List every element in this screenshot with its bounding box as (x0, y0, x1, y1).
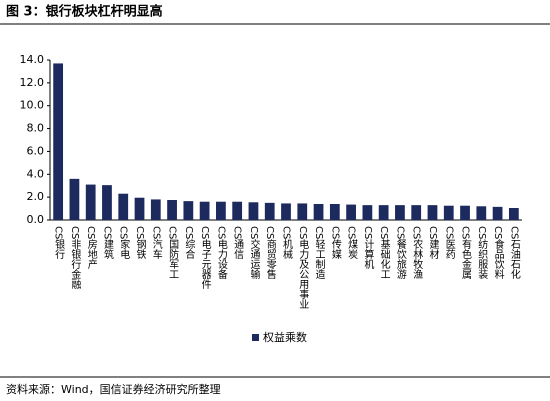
bar (313, 204, 324, 220)
bar (85, 184, 96, 220)
x-tick-label: CS轻工制造 (313, 226, 325, 279)
x-tick-label: CS食品饮料 (492, 226, 504, 280)
bar (53, 63, 64, 220)
bar (329, 204, 340, 220)
x-tick-label: CS国防军工 (167, 226, 179, 279)
x-tick-label: CS建材 (427, 226, 439, 259)
x-tick-label: CS汽车 (150, 226, 162, 260)
chart-title: 图 3：银行板块杠杆明显高 (6, 4, 163, 20)
x-tick-label: CS通信 (232, 226, 244, 260)
y-tick-label: 0.0 (27, 213, 45, 226)
bar (460, 205, 470, 220)
bar (346, 204, 356, 220)
legend-label: 权益乘数 (263, 330, 307, 344)
x-tick-label: CS石油石化 (508, 226, 520, 279)
x-tick-label: CS家电 (118, 226, 130, 259)
bar (216, 201, 226, 220)
bar (69, 178, 80, 220)
y-tick-label: 4.0 (27, 167, 45, 180)
x-tick-label: CS钢铁 (134, 226, 146, 260)
x-tick-label: CS交通运输 (248, 226, 260, 280)
x-tick-label: CS医药 (443, 226, 455, 260)
bar (264, 202, 275, 220)
y-tick-label: 8.0 (27, 122, 45, 135)
x-tick-label: CS计算机 (362, 226, 374, 270)
bar (150, 199, 161, 220)
x-tick-label: CS银行 (53, 226, 65, 260)
x-tick-label: CS纺织服装 (476, 226, 488, 280)
bar (118, 193, 129, 220)
y-tick-label: 6.0 (27, 144, 45, 157)
bar (232, 201, 243, 220)
y-tick-label: 12.0 (20, 76, 45, 89)
bar (492, 206, 503, 220)
x-tick-label: CS农林牧渔 (411, 226, 423, 280)
x-tick-label: CS机械 (281, 226, 293, 260)
bar (281, 203, 291, 220)
x-tick-label: CS综合 (183, 226, 195, 260)
x-tick-label: CS有色金属 (460, 226, 472, 280)
x-tick-label: CS餐饮旅游 (394, 226, 406, 280)
bar (362, 205, 373, 220)
bar (443, 205, 454, 220)
bar (411, 205, 422, 220)
bar (199, 201, 210, 220)
x-tick-label: CS传媒 (329, 226, 341, 260)
x-tick-label: CS建筑 (101, 226, 113, 259)
x-tick-label: CS电子元器件 (199, 226, 211, 290)
legend-swatch (252, 334, 259, 341)
x-tick-label: CS商贸零售 (264, 226, 276, 280)
y-tick-label: 14.0 (20, 53, 45, 66)
bar (378, 205, 389, 220)
bar (508, 208, 519, 220)
bar (427, 205, 438, 220)
bar (248, 202, 259, 220)
x-tick-label: CS房地产 (85, 226, 97, 270)
x-tick-label: CS电力设备 (215, 226, 227, 280)
y-tick-label: 10.0 (20, 99, 45, 112)
x-tick-label: CS电力及公用事业 (297, 226, 309, 309)
x-tick-label: CS煤炭 (346, 226, 358, 260)
x-tick-label: CS基础化工 (378, 226, 390, 279)
bar (134, 197, 145, 220)
y-tick-label: 2.0 (27, 190, 45, 203)
source-note: 资料来源：Wind，国信证券经济研究所整理 (6, 382, 221, 396)
bar (167, 200, 177, 220)
bar (297, 203, 308, 220)
bar (395, 205, 405, 220)
bar (476, 206, 487, 220)
bar (183, 201, 194, 220)
x-tick-label: CS非银行金融 (69, 226, 81, 290)
bar (102, 185, 112, 220)
